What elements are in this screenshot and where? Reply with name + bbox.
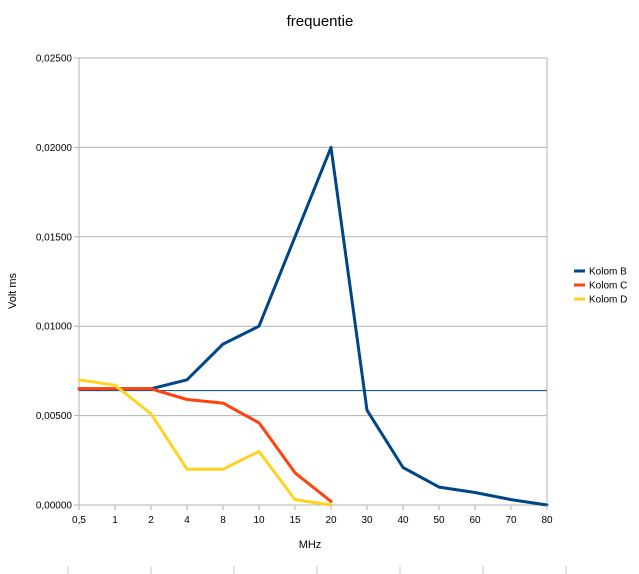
x-tick-label: 8 xyxy=(220,515,226,526)
x-tick-label: 15 xyxy=(289,515,301,526)
x-tick-label: 2 xyxy=(148,515,154,526)
axes: 0,00000 0,00500 0,01000 0,01500 0,02000 0,025… xyxy=(36,54,553,527)
series-line-1 xyxy=(77,145,549,507)
series-line-3 xyxy=(77,378,333,507)
x-tick-label: 30 xyxy=(361,515,373,526)
legend-label: Kolom B xyxy=(589,267,627,278)
x-tick-label: 70 xyxy=(505,515,517,526)
x-tick-label: 20 xyxy=(325,515,337,526)
x-tick-label: 60 xyxy=(469,515,481,526)
y-tick-label: 0,01500 xyxy=(36,232,73,243)
y-tick-label: 0,01000 xyxy=(36,322,73,333)
x-tick-label: 80 xyxy=(541,515,553,526)
legend-label: Kolom C xyxy=(589,281,627,292)
y-tick-label: 0,02000 xyxy=(36,143,73,154)
series-lines xyxy=(77,145,549,507)
x-tick-label: 10 xyxy=(253,515,265,526)
gridlines xyxy=(78,57,548,506)
x-tick-label: 1 xyxy=(112,515,118,526)
y-tick-label: 0,00000 xyxy=(36,501,73,512)
plot-area-frame xyxy=(78,57,548,506)
y-axis-title: Volt ms xyxy=(7,272,19,309)
x-tick-label: 50 xyxy=(433,515,445,526)
x-tick-label: 4 xyxy=(184,515,190,526)
y-tick-label: 0,02500 xyxy=(36,54,73,65)
chart-title: frequentie xyxy=(287,13,354,30)
x-tick-label: 0,5 xyxy=(72,515,86,526)
footer-ticks xyxy=(67,566,567,574)
x-axis-title: MHz xyxy=(299,539,322,551)
y-tick-label: 0,00500 xyxy=(36,411,73,422)
legend: Kolom B Kolom C Kolom D xyxy=(574,267,627,306)
legend-label: Kolom D xyxy=(589,295,627,306)
series-line-2 xyxy=(77,387,333,503)
x-tick-label: 40 xyxy=(397,515,409,526)
